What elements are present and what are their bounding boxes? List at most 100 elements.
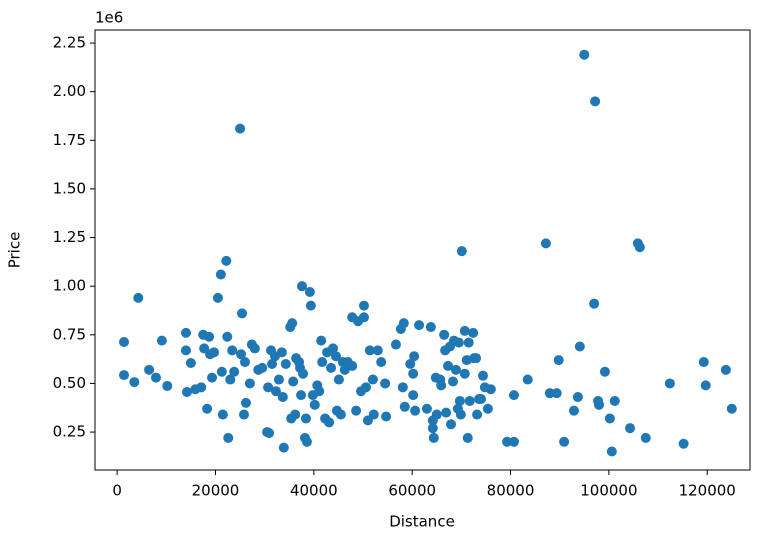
y-tick-label: 1.25 <box>53 228 86 246</box>
scatter-point <box>301 436 312 447</box>
scatter-point <box>447 376 458 387</box>
scatter-point <box>410 405 421 416</box>
scatter-point <box>196 382 207 393</box>
scatter-point <box>604 413 615 424</box>
scatter-point <box>270 386 281 397</box>
scatter-point <box>287 318 298 329</box>
scatter-point <box>472 409 483 420</box>
scatter-point <box>398 318 409 329</box>
scatter-point <box>414 320 425 331</box>
scatter-point <box>522 374 533 385</box>
x-tick-label: 120000 <box>679 482 736 500</box>
scatter-point <box>150 372 161 383</box>
scatter-point <box>376 357 387 368</box>
scatter-point <box>590 96 601 107</box>
scatter-point <box>330 351 341 362</box>
scatter-point <box>238 409 249 420</box>
plot-frame <box>94 29 751 471</box>
scatter-point <box>212 292 223 303</box>
scatter-point <box>455 409 466 420</box>
scatter-point <box>606 446 617 457</box>
scatter-point <box>700 380 711 391</box>
x-tick-label: 20000 <box>192 482 240 500</box>
scatter-point <box>443 360 454 371</box>
scatter-point <box>464 395 475 406</box>
scatter-point <box>508 390 519 401</box>
scatter-point <box>568 405 579 416</box>
scatter-point <box>364 345 375 356</box>
y-tick-label: 0.50 <box>53 374 86 392</box>
scatter-point <box>589 298 600 309</box>
x-tick-label: 0 <box>112 482 122 500</box>
scatter-point <box>223 432 234 443</box>
scatter-point <box>439 329 450 340</box>
scatter-point <box>399 401 410 412</box>
scatter-point <box>367 374 378 385</box>
y-offset-text: 1e6 <box>95 9 123 27</box>
scatter-point <box>551 388 562 399</box>
scatter-point <box>225 374 236 385</box>
x-tick-label: 60000 <box>388 482 436 500</box>
scatter-point <box>235 123 246 134</box>
scatter-point <box>162 380 173 391</box>
scatter-point <box>720 364 731 375</box>
scatter-point <box>276 347 287 358</box>
scatter-point <box>240 397 251 408</box>
scatter-point <box>572 392 583 403</box>
scatter-point <box>409 351 420 362</box>
scatter-point <box>508 436 519 447</box>
scatter-point <box>544 388 555 399</box>
scatter-point <box>436 380 447 391</box>
scatter-point <box>421 403 432 414</box>
scatter-point <box>297 281 308 292</box>
scatter-point <box>237 308 248 319</box>
scatter-point <box>634 242 645 253</box>
scatter-point <box>339 364 350 375</box>
scatter-point <box>222 331 233 342</box>
scatter-point <box>427 423 438 434</box>
scatter-point <box>502 436 513 447</box>
scatter-point <box>574 341 585 352</box>
scatter-point <box>239 357 250 368</box>
scatter-point <box>441 407 452 418</box>
y-tick-label: 2.25 <box>53 34 86 52</box>
scatter-point <box>428 432 439 443</box>
scatter-point <box>351 405 362 416</box>
scatter-point <box>326 362 337 373</box>
scatter-point <box>324 417 335 428</box>
scatter-point <box>328 343 339 354</box>
scatter-point <box>185 358 196 369</box>
scatter-point <box>296 390 307 401</box>
scatter-point <box>119 337 130 348</box>
scatter-point <box>579 49 590 60</box>
scatter-point <box>347 360 358 371</box>
x-tick-label: 80000 <box>487 482 535 500</box>
scatter-point <box>405 358 416 369</box>
scatter-point <box>380 378 391 389</box>
scatter-point <box>202 403 213 414</box>
y-tick-label: 0.25 <box>53 423 86 441</box>
scatter-point <box>456 246 467 257</box>
scatter-point <box>304 287 315 298</box>
scatter-point <box>462 432 473 443</box>
scatter-point <box>180 345 191 356</box>
scatter-point <box>360 382 371 393</box>
scatter-point <box>278 442 289 453</box>
scatter-point <box>609 395 620 406</box>
y-tick-label: 2.00 <box>53 82 86 100</box>
x-axis-label: Distance <box>389 513 455 531</box>
scatter-point <box>640 432 651 443</box>
scatter-point <box>625 423 636 434</box>
scatter-point <box>129 377 140 388</box>
scatter-point <box>477 370 488 381</box>
scatter-point <box>298 368 309 379</box>
scatter-point <box>288 376 299 387</box>
scatter-point <box>726 403 737 414</box>
scatter-point <box>431 409 442 420</box>
scatter-point <box>227 345 238 356</box>
scatter-point <box>156 335 167 346</box>
scatter-point <box>257 362 268 373</box>
scatter-point <box>335 409 346 420</box>
